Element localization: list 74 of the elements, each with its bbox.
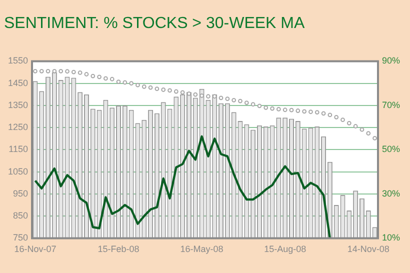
point: [58, 68, 64, 74]
point: [186, 92, 192, 96]
point: [97, 74, 102, 80]
x-tick-label: 14-Nov-08: [347, 244, 390, 254]
point: [116, 80, 121, 84]
point: [296, 108, 300, 113]
y-tick-label: 1350: [8, 100, 28, 110]
point: [136, 82, 140, 88]
point: [110, 76, 114, 82]
point: [250, 102, 256, 107]
point: [168, 88, 172, 93]
point: [148, 85, 153, 90]
y-tick-label: 1050: [8, 166, 28, 176]
point: [104, 76, 108, 81]
point: [314, 110, 320, 115]
point: [264, 105, 268, 110]
y2-tick-label: 30%: [382, 188, 400, 198]
point: [71, 70, 76, 74]
x-tick-label: 16-May-08: [180, 244, 224, 254]
point: [270, 106, 274, 111]
point: [129, 81, 134, 86]
point: [212, 94, 217, 99]
point: [321, 111, 326, 116]
point: [289, 108, 294, 112]
point: [302, 109, 307, 114]
x-tick-label: 16-Nov-07: [14, 244, 56, 254]
y-tick-label: 1450: [8, 78, 28, 88]
point: [200, 94, 204, 98]
point: [232, 98, 236, 102]
point: [193, 92, 198, 97]
x-tick-label: 15-Feb-08: [98, 244, 140, 254]
point: [308, 110, 313, 114]
y2-tick-label: 10%: [382, 232, 400, 243]
point: [346, 120, 352, 126]
point: [142, 84, 146, 89]
point: [238, 98, 242, 104]
y2-tick-label: 90%: [382, 56, 400, 66]
point: [154, 86, 160, 92]
point: [161, 88, 166, 92]
point: [218, 96, 224, 100]
point: [257, 104, 262, 108]
point: [282, 108, 288, 112]
point: [46, 68, 50, 74]
point: [39, 68, 44, 74]
point: [180, 90, 185, 95]
y-tick-label: 750: [12, 232, 28, 243]
point: [225, 96, 230, 102]
point: [372, 136, 377, 140]
point: [328, 112, 332, 118]
point: [122, 80, 128, 85]
point: [33, 68, 38, 74]
point: [206, 94, 210, 99]
point: [65, 69, 70, 74]
point: [244, 100, 249, 105]
point: [78, 70, 82, 75]
y-tick-label: 1150: [8, 144, 28, 154]
y2-tick-label: 70%: [382, 100, 400, 110]
point: [52, 68, 57, 74]
point: [366, 131, 371, 136]
x-tick-label: 15-Aug-08: [264, 244, 306, 254]
chart-title: SENTIMENT: % STOCKS > 30-WEEK MA: [4, 15, 305, 32]
point: [276, 107, 281, 112]
y-tick-label: 1550: [8, 56, 28, 66]
y-tick-label: 1250: [8, 122, 28, 132]
point: [84, 72, 89, 76]
point: [360, 127, 364, 132]
y-tick-label: 850: [12, 210, 28, 221]
y2-tick-label: 50%: [382, 144, 400, 154]
point: [340, 118, 345, 122]
y-tick-label: 950: [12, 188, 28, 198]
point: [174, 89, 178, 94]
point: [353, 124, 358, 128]
point: [90, 74, 96, 78]
point: [334, 114, 339, 120]
